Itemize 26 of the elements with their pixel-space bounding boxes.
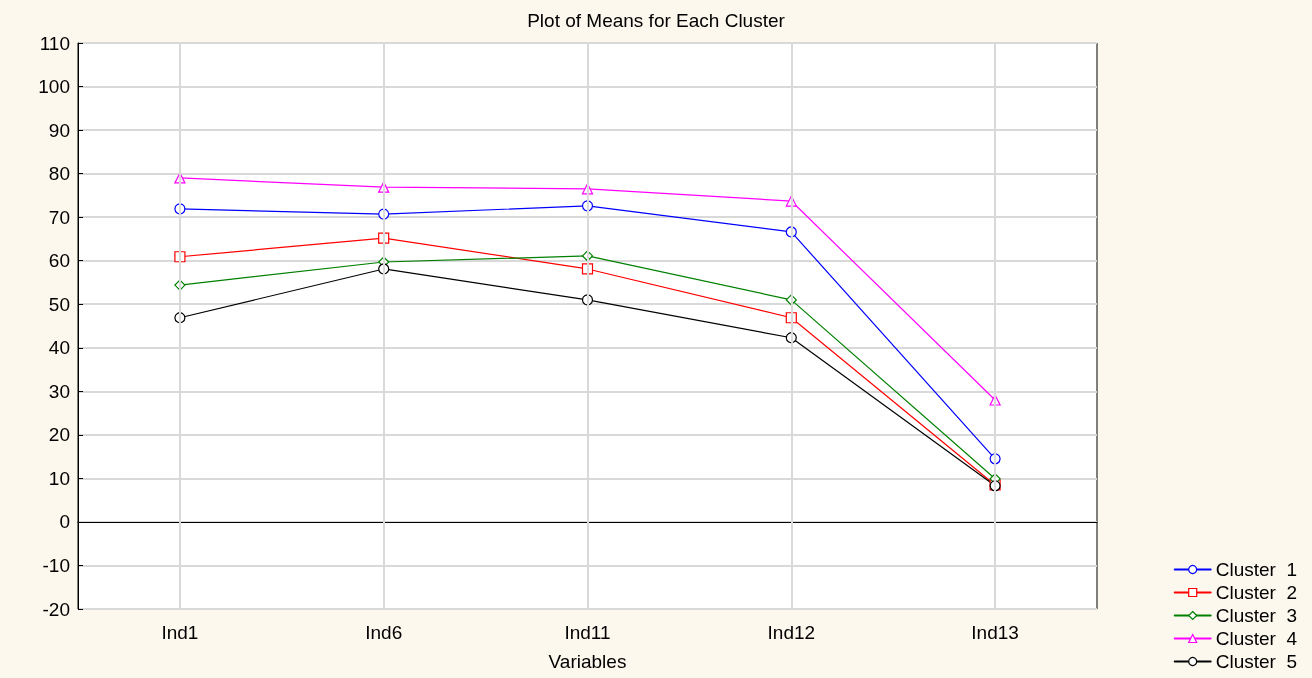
y-tick-label: 40 xyxy=(48,337,70,359)
y-tick-label: 110 xyxy=(39,32,70,54)
x-tick-label: Ind11 xyxy=(564,622,611,643)
y-tick-label: 20 xyxy=(48,424,70,446)
chart-title: Plot of Means for Each Cluster xyxy=(527,10,786,31)
legend-label: Cluster 1 xyxy=(1215,559,1298,580)
x-tick-label: Ind12 xyxy=(767,622,816,643)
legend-label: Cluster 5 xyxy=(1215,651,1298,672)
y-tick-label: 0 xyxy=(59,511,70,533)
y-tick-label: 50 xyxy=(48,293,70,315)
legend-label: Cluster 2 xyxy=(1215,582,1298,603)
x-tick-label: Ind6 xyxy=(365,622,403,643)
x-axis-title: Variables xyxy=(548,651,627,672)
y-tick-label: -20 xyxy=(42,598,70,620)
y-tick-label: 90 xyxy=(48,119,70,141)
legend-label: Cluster 4 xyxy=(1215,628,1298,649)
y-tick-label: 80 xyxy=(48,163,70,185)
y-tick-label: 100 xyxy=(38,76,70,98)
y-tick-label: 10 xyxy=(48,467,70,489)
y-tick-label: 30 xyxy=(48,380,70,402)
legend-label: Cluster 3 xyxy=(1215,605,1298,626)
y-tick-label: 70 xyxy=(48,206,70,228)
x-tick-label: Ind13 xyxy=(971,622,1019,643)
y-tick-label: -10 xyxy=(42,554,70,576)
x-tick-label: Ind1 xyxy=(161,622,199,643)
y-tick-label: 60 xyxy=(48,250,70,272)
